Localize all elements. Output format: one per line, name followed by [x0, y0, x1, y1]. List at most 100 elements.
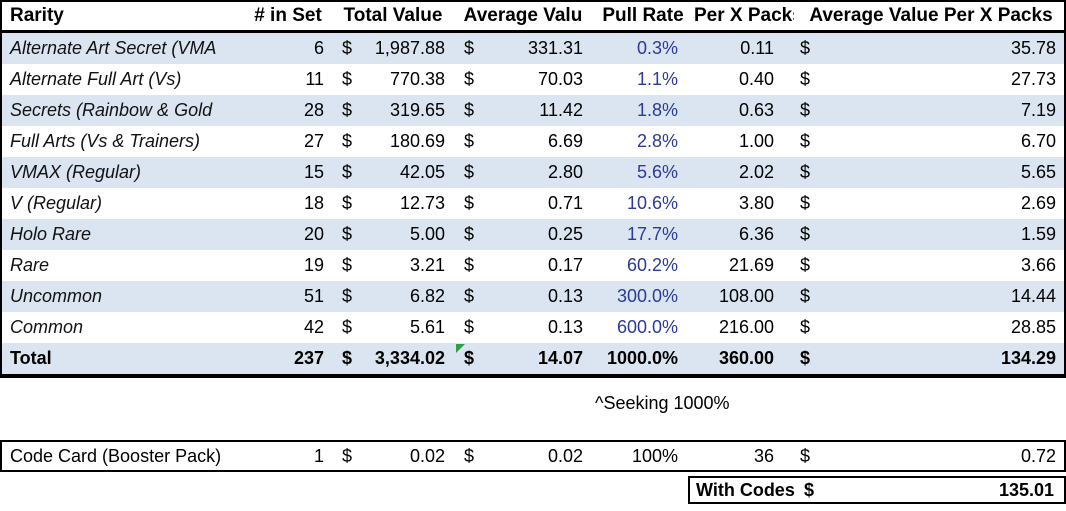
cell-average-value[interactable]: $6.69: [454, 126, 592, 157]
cell-total-value[interactable]: $42.05: [332, 157, 454, 188]
cell-per-x-packs[interactable]: 108.00: [718, 286, 774, 306]
cell-in-set[interactable]: 237: [293, 348, 324, 368]
cell-per-x-packs[interactable]: 1.00: [738, 131, 774, 151]
cell-in-set[interactable]: 28: [303, 100, 324, 120]
cell-total-value[interactable]: $3.21: [332, 250, 454, 281]
cell-average-value[interactable]: $0.25: [454, 219, 592, 250]
header-per-x-packs[interactable]: Per X Packs: [694, 5, 794, 26]
cell-average-value[interactable]: $0.13: [454, 281, 592, 312]
cell-pull-rate[interactable]: 17.7%: [626, 224, 678, 244]
cell-average-value-per-x-packs[interactable]: $27.73: [794, 64, 1066, 95]
cell-average-value-per-x-packs[interactable]: $14.44: [794, 281, 1066, 312]
cell-pull-rate[interactable]: 10.6%: [626, 193, 678, 213]
cell-average-value-per-x-packs[interactable]: $28.85: [794, 312, 1066, 343]
cell-total-value[interactable]: $0.02: [332, 442, 454, 470]
cell-rarity[interactable]: Rare: [10, 255, 50, 275]
cell-pull-rate[interactable]: 5.6%: [636, 162, 678, 182]
cell-per-x-packs[interactable]: 216.00: [718, 317, 774, 337]
cell-average-value-per-x-packs[interactable]: $3.66: [794, 250, 1066, 281]
cell-in-set[interactable]: 27: [303, 131, 324, 151]
currency-symbol: $: [464, 100, 475, 120]
cell-rarity[interactable]: Full Arts (Vs & Trainers): [10, 131, 201, 151]
cell-average-value[interactable]: $14.07: [454, 343, 592, 374]
cell-rarity[interactable]: Total: [10, 348, 52, 368]
currency-symbol: $: [800, 100, 811, 120]
cell-total-value[interactable]: $180.69: [332, 126, 454, 157]
cell-average-value-per-x-packs[interactable]: $5.65: [794, 157, 1066, 188]
cell-pull-rate[interactable]: 600.0%: [616, 317, 678, 337]
cell-rarity[interactable]: Alternate Full Art (Vs): [10, 69, 182, 89]
cell-in-set[interactable]: 19: [303, 255, 324, 275]
cell-rarity[interactable]: Secrets (Rainbow & Gold: [10, 100, 213, 120]
cell-pull-rate[interactable]: 100%: [631, 446, 678, 466]
with-codes-value-cell[interactable]: $ 135.01: [798, 478, 1064, 502]
cell-in-set[interactable]: 15: [303, 162, 324, 182]
cell-total-value[interactable]: $6.82: [332, 281, 454, 312]
cell-average-value[interactable]: $331.31: [454, 33, 592, 64]
header-in-set[interactable]: # in Set: [254, 5, 322, 26]
cell-average-value[interactable]: $70.03: [454, 64, 592, 95]
cell-average-value-per-x-packs[interactable]: $7.19: [794, 95, 1066, 126]
cell-pull-rate[interactable]: 60.2%: [626, 255, 678, 275]
cell-total-value[interactable]: $319.65: [332, 95, 454, 126]
cell-rarity[interactable]: Uncommon: [10, 286, 103, 306]
cell-average-value[interactable]: $0.71: [454, 188, 592, 219]
with-codes-label[interactable]: With Codes: [696, 480, 795, 500]
cell-in-set[interactable]: 42: [303, 317, 324, 337]
cell-pull-rate[interactable]: 1000.0%: [606, 348, 678, 368]
cell-per-x-packs[interactable]: 2.02: [738, 162, 774, 182]
cell-pull-rate[interactable]: 2.8%: [636, 131, 678, 151]
cell-total-value[interactable]: $5.00: [332, 219, 454, 250]
cell-rarity[interactable]: VMAX (Regular): [10, 162, 142, 182]
cell-pull-rate[interactable]: 300.0%: [616, 286, 678, 306]
cell-pull-rate[interactable]: 0.3%: [636, 38, 678, 58]
cell-per-x-packs[interactable]: 0.40: [738, 69, 774, 89]
cell-per-x-packs[interactable]: 0.11: [740, 38, 774, 58]
cell-in-set[interactable]: 6: [313, 38, 324, 58]
cell-total-value[interactable]: $5.61: [332, 312, 454, 343]
cell-rarity[interactable]: Holo Rare: [10, 224, 92, 244]
cell-total-value[interactable]: $12.73: [332, 188, 454, 219]
cell-per-x-packs[interactable]: 36: [753, 446, 774, 466]
currency-symbol: $: [464, 317, 475, 337]
cell-per-x-packs[interactable]: 360.00: [718, 348, 774, 368]
seeking-note[interactable]: ^Seeking 1000%: [595, 393, 730, 413]
header-total-value[interactable]: Total Value: [343, 5, 443, 26]
cell-pull-rate[interactable]: 1.1%: [636, 69, 678, 89]
cell-in-set[interactable]: 1: [313, 446, 324, 466]
cell-average-value-per-x-packs[interactable]: $1.59: [794, 219, 1066, 250]
code-card-row: Code Card (Booster Pack) 1 $0.02 $0.02 100% 3…: [2, 442, 1064, 470]
header-average-value[interactable]: Average Valu: [463, 5, 583, 26]
cell-average-value[interactable]: $2.80: [454, 157, 592, 188]
cell-pull-rate[interactable]: 1.8%: [636, 100, 678, 120]
cell-in-set[interactable]: 20: [303, 224, 324, 244]
cell-average-value-per-x-packs[interactable]: $2.69: [794, 188, 1066, 219]
cell-total-value[interactable]: $1,987.88: [332, 33, 454, 64]
header-average-value-per-x-packs[interactable]: Average Value Per X Packs: [809, 5, 1053, 26]
cell-average-value[interactable]: $11.42: [454, 95, 592, 126]
currency-symbol: $: [800, 38, 811, 58]
cell-rarity[interactable]: Code Card (Booster Pack): [10, 446, 222, 466]
cell-total-value[interactable]: $3,334.02: [332, 343, 454, 374]
cell-average-value[interactable]: $0.02: [454, 442, 592, 470]
cell-average-value[interactable]: $0.13: [454, 312, 592, 343]
header-rarity[interactable]: Rarity: [10, 5, 64, 26]
cell-average-value-per-x-packs[interactable]: $35.78: [794, 33, 1066, 64]
cell-rarity[interactable]: V (Regular): [10, 193, 103, 213]
cell-per-x-packs[interactable]: 21.69: [728, 255, 774, 275]
cell-per-x-packs[interactable]: 3.80: [738, 193, 774, 213]
cell-average-value[interactable]: $0.17: [454, 250, 592, 281]
cell-average-value-per-x-packs[interactable]: $0.72: [794, 442, 1066, 470]
cell-per-x-packs[interactable]: 6.36: [738, 224, 774, 244]
currency-symbol: $: [464, 224, 475, 244]
cell-average-value-per-x-packs[interactable]: $6.70: [794, 126, 1066, 157]
cell-in-set[interactable]: 18: [303, 193, 324, 213]
cell-rarity[interactable]: Alternate Art Secret (VMA: [10, 38, 217, 58]
cell-per-x-packs[interactable]: 0.63: [738, 100, 774, 120]
cell-total-value[interactable]: $770.38: [332, 64, 454, 95]
header-pull-rate[interactable]: Pull Rate: [602, 5, 684, 26]
cell-in-set[interactable]: 51: [303, 286, 324, 306]
cell-average-value-per-x-packs[interactable]: $134.29: [794, 343, 1066, 374]
cell-in-set[interactable]: 11: [305, 69, 324, 89]
cell-rarity[interactable]: Common: [10, 317, 84, 337]
